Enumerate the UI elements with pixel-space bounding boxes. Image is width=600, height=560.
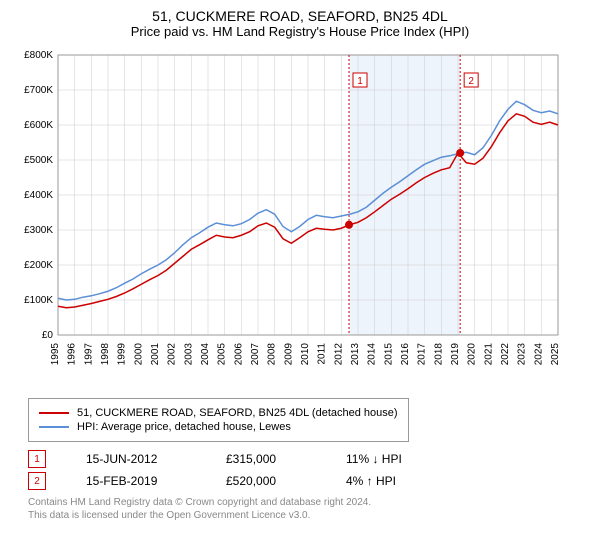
transaction-marker: 2 bbox=[28, 472, 46, 490]
svg-text:2018: 2018 bbox=[433, 343, 444, 366]
svg-text:2020: 2020 bbox=[467, 343, 478, 366]
svg-text:2024: 2024 bbox=[533, 343, 544, 366]
svg-text:1998: 1998 bbox=[100, 343, 111, 366]
svg-text:2005: 2005 bbox=[217, 343, 228, 366]
chart-container: £0 £100K £200K £300K £400K £500K £600K £700K £80… bbox=[8, 45, 592, 390]
legend-swatch bbox=[39, 426, 69, 428]
svg-text:2021: 2021 bbox=[483, 343, 494, 366]
svg-text:2016: 2016 bbox=[400, 343, 411, 366]
legend-swatch bbox=[39, 412, 69, 414]
svg-text:2007: 2007 bbox=[250, 343, 261, 366]
svg-text:£500K: £500K bbox=[24, 155, 53, 166]
svg-text:2000: 2000 bbox=[133, 343, 144, 366]
svg-text:2001: 2001 bbox=[150, 343, 161, 366]
svg-text:£100K: £100K bbox=[24, 295, 53, 306]
svg-text:2015: 2015 bbox=[383, 343, 394, 366]
transaction-date: 15-FEB-2019 bbox=[86, 474, 186, 488]
svg-text:2003: 2003 bbox=[183, 343, 194, 366]
chart-title: 51, CUCKMERE ROAD, SEAFORD, BN25 4DL bbox=[8, 8, 592, 24]
svg-text:1996: 1996 bbox=[67, 343, 78, 366]
svg-text:£600K: £600K bbox=[24, 120, 53, 131]
svg-text:2011: 2011 bbox=[317, 343, 328, 365]
svg-text:1999: 1999 bbox=[117, 343, 128, 366]
footer-attribution: Contains HM Land Registry data © Crown c… bbox=[28, 496, 592, 522]
svg-text:£400K: £400K bbox=[24, 190, 53, 201]
svg-text:2012: 2012 bbox=[333, 343, 344, 366]
svg-text:2004: 2004 bbox=[200, 343, 211, 366]
svg-text:2006: 2006 bbox=[233, 343, 244, 366]
svg-text:£0: £0 bbox=[42, 330, 54, 341]
footer-line-1: Contains HM Land Registry data © Crown c… bbox=[28, 496, 592, 509]
svg-text:2013: 2013 bbox=[350, 343, 361, 366]
transaction-row: 2 15-FEB-2019 £520,000 4% ↑ HPI bbox=[28, 472, 592, 490]
svg-text:1: 1 bbox=[357, 76, 363, 87]
svg-text:1995: 1995 bbox=[50, 343, 61, 366]
svg-text:2008: 2008 bbox=[267, 343, 278, 366]
svg-text:2023: 2023 bbox=[517, 343, 528, 366]
svg-text:2019: 2019 bbox=[450, 343, 461, 366]
transaction-price: £520,000 bbox=[226, 474, 306, 488]
svg-text:2025: 2025 bbox=[550, 343, 561, 366]
chart-subtitle: Price paid vs. HM Land Registry's House … bbox=[8, 24, 592, 39]
svg-text:2017: 2017 bbox=[417, 343, 428, 366]
price-chart: £0 £100K £200K £300K £400K £500K £600K £700K £80… bbox=[8, 45, 568, 385]
legend-row: HPI: Average price, detached house, Lewe… bbox=[39, 421, 398, 433]
svg-text:2010: 2010 bbox=[300, 343, 311, 366]
svg-text:£300K: £300K bbox=[24, 225, 53, 236]
svg-text:1997: 1997 bbox=[83, 343, 94, 366]
footer-line-2: This data is licensed under the Open Gov… bbox=[28, 509, 592, 522]
svg-text:£200K: £200K bbox=[24, 260, 53, 271]
transaction-price: £315,000 bbox=[226, 452, 306, 466]
svg-text:£700K: £700K bbox=[24, 85, 53, 96]
svg-text:£800K: £800K bbox=[24, 50, 53, 61]
transaction-row: 1 15-JUN-2012 £315,000 11% ↓ HPI bbox=[28, 450, 592, 468]
svg-text:2: 2 bbox=[468, 76, 474, 87]
transaction-delta: 11% ↓ HPI bbox=[346, 452, 402, 466]
legend: 51, CUCKMERE ROAD, SEAFORD, BN25 4DL (de… bbox=[28, 398, 409, 442]
svg-text:2014: 2014 bbox=[367, 343, 378, 366]
legend-row: 51, CUCKMERE ROAD, SEAFORD, BN25 4DL (de… bbox=[39, 407, 398, 419]
svg-text:2009: 2009 bbox=[283, 343, 294, 366]
legend-label: 51, CUCKMERE ROAD, SEAFORD, BN25 4DL (de… bbox=[77, 407, 398, 419]
transaction-marker: 1 bbox=[28, 450, 46, 468]
transaction-table: 1 15-JUN-2012 £315,000 11% ↓ HPI 2 15-FEB-201… bbox=[28, 450, 592, 490]
svg-text:2022: 2022 bbox=[500, 343, 511, 366]
transaction-delta: 4% ↑ HPI bbox=[346, 474, 396, 488]
svg-text:2002: 2002 bbox=[167, 343, 178, 366]
transaction-date: 15-JUN-2012 bbox=[86, 452, 186, 466]
legend-label: HPI: Average price, detached house, Lewe… bbox=[77, 421, 291, 433]
